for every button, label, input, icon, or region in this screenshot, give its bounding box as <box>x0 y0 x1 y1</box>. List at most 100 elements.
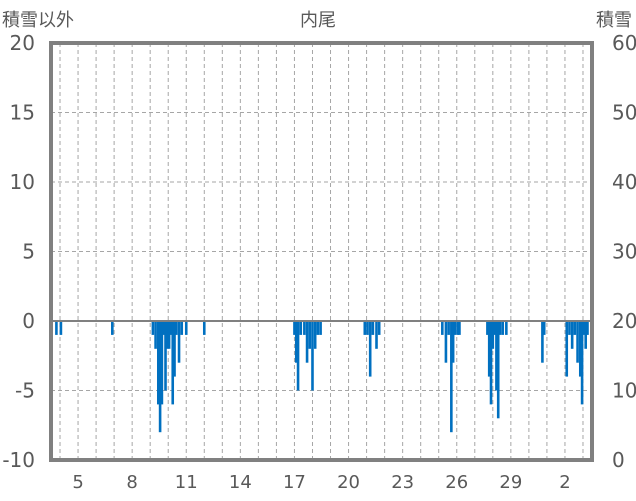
bar <box>169 321 173 335</box>
bar <box>173 321 176 377</box>
bar <box>371 321 375 335</box>
bar <box>495 321 498 391</box>
bar <box>366 321 369 335</box>
x-tick-label: 11 <box>175 472 198 493</box>
bar <box>293 321 296 335</box>
bar <box>164 321 167 391</box>
bar <box>458 321 461 335</box>
bar <box>487 321 491 377</box>
x-tick-label: 26 <box>445 472 468 493</box>
x-tick-labels: 5 8 11 14 17 20 23 26 29 2 <box>72 472 570 493</box>
bar <box>447 321 450 335</box>
right-axis-label: 積雪 <box>596 10 632 31</box>
bar <box>486 321 489 335</box>
x-tick-label: 8 <box>126 472 137 493</box>
bar <box>294 321 298 363</box>
bar <box>154 321 157 349</box>
bar <box>303 321 306 335</box>
left-axis-label: 積雪以外 <box>2 10 74 31</box>
x-tick-label: 5 <box>72 472 83 493</box>
bar <box>441 321 444 335</box>
bar <box>296 321 300 391</box>
bar <box>582 321 586 335</box>
bar <box>444 321 448 363</box>
right-tick-label: 40 <box>612 170 636 194</box>
left-tick-label: 5 <box>22 240 35 264</box>
bar <box>586 321 589 335</box>
bar <box>313 321 317 349</box>
bar <box>305 321 309 363</box>
bar <box>541 321 544 363</box>
bar <box>167 321 171 349</box>
chart-title: 内尾 <box>300 10 336 31</box>
x-tick-label: 17 <box>283 472 306 493</box>
right-tick-label: 60 <box>612 31 636 55</box>
left-tick-label: 10 <box>10 170 35 194</box>
bar <box>180 321 184 335</box>
bar <box>316 321 320 335</box>
bar <box>505 321 508 335</box>
bar <box>311 321 314 391</box>
right-tick-label: 10 <box>612 379 636 403</box>
bar <box>377 321 381 335</box>
bar <box>308 321 312 349</box>
bar <box>576 321 579 363</box>
bars-layer <box>55 321 589 433</box>
bar <box>319 321 322 335</box>
bar <box>151 321 155 335</box>
bar <box>580 321 584 405</box>
bar <box>451 321 455 363</box>
bar <box>453 321 457 335</box>
left-tick-labels: 20 15 10 5 0 -5 -10 <box>2 31 35 472</box>
bar <box>573 321 577 335</box>
plot-frame <box>49 41 594 462</box>
right-tick-label: 0 <box>612 448 625 472</box>
bar <box>450 321 453 433</box>
grid-layer <box>51 43 592 460</box>
bar <box>491 321 495 349</box>
bar <box>184 321 188 335</box>
bar <box>568 321 571 335</box>
bar <box>111 321 114 335</box>
right-tick-labels: 60 50 40 30 20 10 0 <box>612 31 636 472</box>
bar <box>55 321 58 335</box>
left-tick-label: -10 <box>2 448 35 472</box>
bar <box>542 321 546 335</box>
bar <box>368 321 372 377</box>
left-tick-label: -5 <box>15 379 35 403</box>
left-tick-label: 15 <box>10 101 35 125</box>
bar <box>489 321 493 405</box>
bar <box>160 321 164 405</box>
x-tick-label: 14 <box>229 472 252 493</box>
bar <box>496 321 500 419</box>
bar <box>299 321 303 335</box>
bar <box>59 321 63 335</box>
bar <box>171 321 175 405</box>
bar <box>584 321 587 349</box>
x-tick-label: 23 <box>391 472 414 493</box>
bar <box>156 321 160 405</box>
bar <box>570 321 574 349</box>
bar <box>501 321 505 335</box>
right-tick-label: 20 <box>612 309 636 333</box>
left-tick-label: 20 <box>10 31 35 55</box>
bar <box>166 321 169 349</box>
bar <box>498 321 502 335</box>
bar <box>363 321 367 335</box>
bar <box>158 321 162 433</box>
x-tick-label: 2 <box>559 472 570 493</box>
right-tick-label: 30 <box>612 240 636 264</box>
bar <box>202 321 206 335</box>
x-tick-label: 29 <box>499 472 522 493</box>
bar <box>565 321 569 377</box>
right-tick-label: 50 <box>612 101 636 125</box>
left-tick-label: 0 <box>22 309 35 333</box>
bar <box>162 321 166 335</box>
bar <box>578 321 582 377</box>
bar <box>177 321 181 363</box>
bar <box>175 321 178 335</box>
bar <box>375 321 378 349</box>
bar <box>456 321 459 335</box>
bar <box>493 321 496 335</box>
